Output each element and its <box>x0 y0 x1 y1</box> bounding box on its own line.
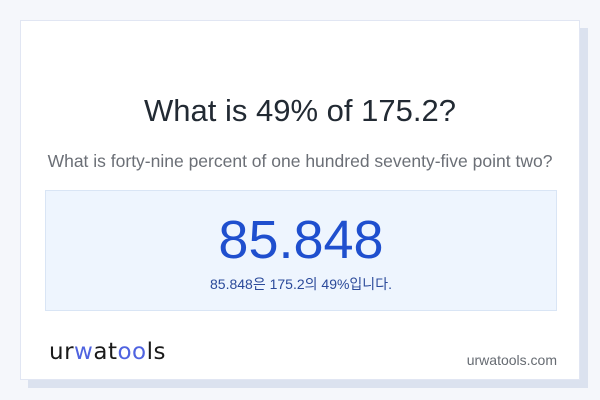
result-box: 85.848 85.848은 175.2의 49%입니다. <box>45 190 557 311</box>
result-value: 85.848 <box>218 210 384 270</box>
page-subtitle: What is forty-nine percent of one hundre… <box>47 151 553 171</box>
urwatools-logo: urwatools <box>49 339 167 365</box>
page-title: What is 49% of 175.2? <box>144 93 456 128</box>
site-link[interactable]: urwatools.com <box>466 352 557 368</box>
result-sentence: 85.848은 175.2의 49%입니다. <box>210 276 392 292</box>
calculator-card: What is 49% of 175.2? What is forty-nine… <box>20 20 580 380</box>
